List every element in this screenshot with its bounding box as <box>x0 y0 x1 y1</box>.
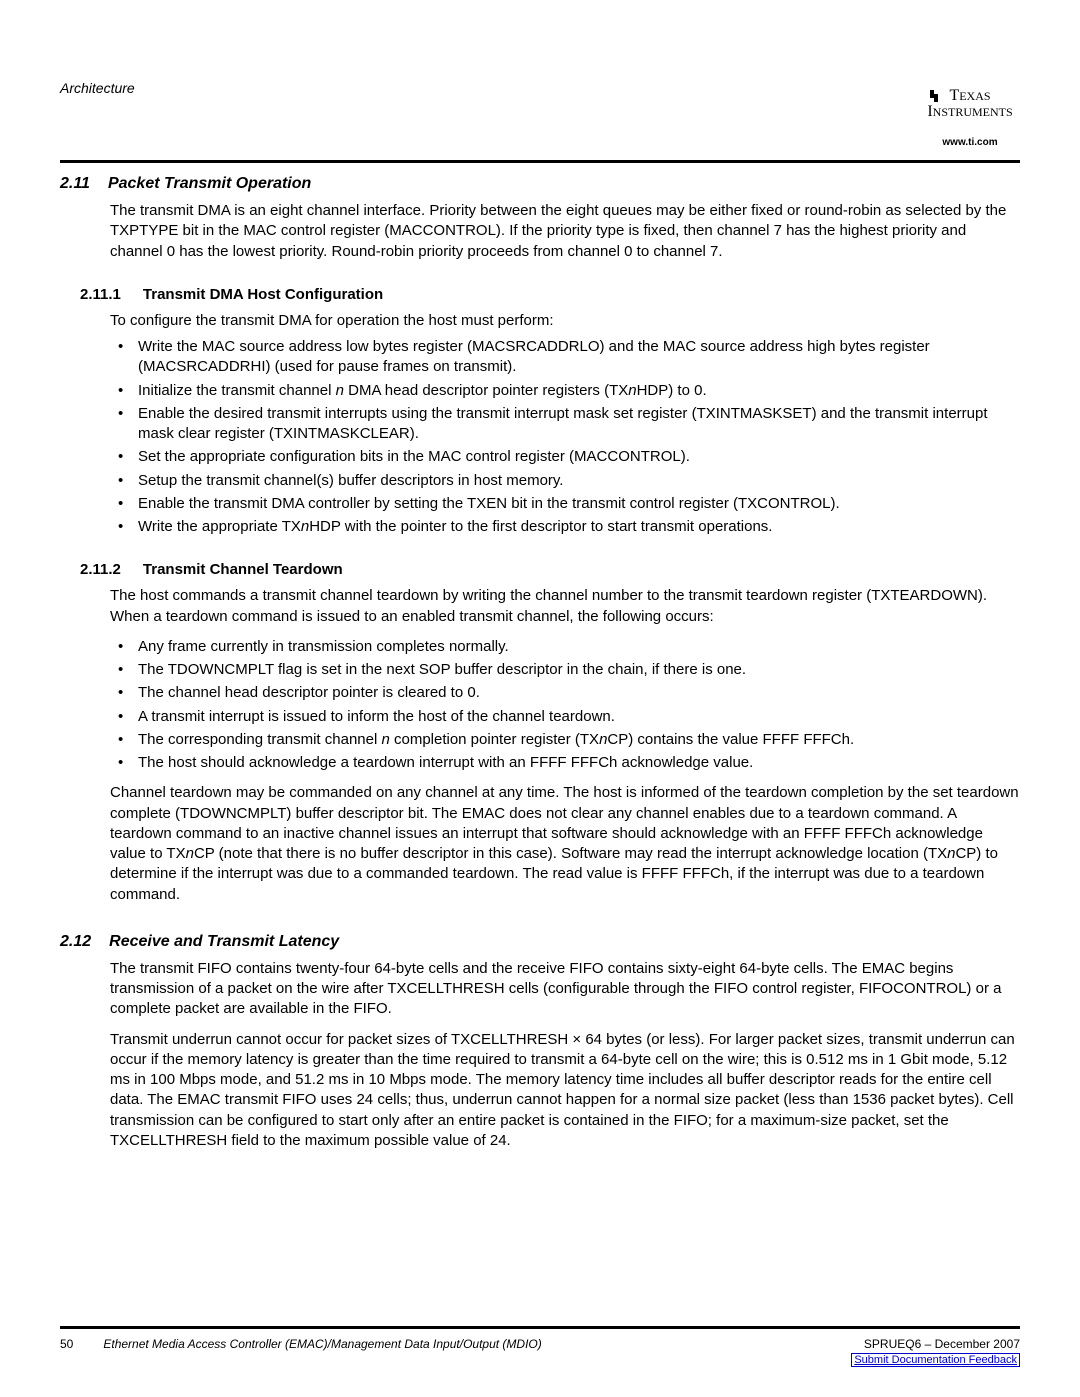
svg-text:INSTRUMENTS: INSTRUMENTS <box>927 103 1012 120</box>
subsection-title: Transmit DMA Host Configuration <box>143 286 383 303</box>
subsection-num: 2.11.1 <box>80 286 121 303</box>
logo-url: www.ti.com <box>920 137 1020 148</box>
page-footer: 50 Ethernet Media Access Controller (EMA… <box>60 1326 1020 1367</box>
s2111-list: Write the MAC source address low bytes r… <box>110 337 1020 537</box>
list-item: A transmit interrupt is issued to inform… <box>110 707 1020 727</box>
list-item: The host should acknowledge a teardown i… <box>110 753 1020 773</box>
page-number: 50 <box>60 1337 73 1367</box>
footer-rule <box>60 1326 1020 1329</box>
s212-p1: The transmit FIFO contains twenty-four 6… <box>110 959 1020 1020</box>
list-item: Any frame currently in transmission comp… <box>110 637 1020 657</box>
list-item: The corresponding transmit channel n com… <box>110 730 1020 750</box>
ti-logo-icon: TEXAS INSTRUMENTS <box>920 80 1020 130</box>
page-header: TEXAS INSTRUMENTS www.ti.com Architectur… <box>60 80 1020 160</box>
list-item: Enable the transmit DMA controller by se… <box>110 494 1020 514</box>
ti-logo: TEXAS INSTRUMENTS www.ti.com <box>920 80 1020 148</box>
s2112-list: Any frame currently in transmission comp… <box>110 637 1020 774</box>
section-title: Packet Transmit Operation <box>108 175 311 192</box>
list-item: Initialize the transmit channel n DMA he… <box>110 381 1020 401</box>
s211-p1: The transmit DMA is an eight channel int… <box>110 201 1020 262</box>
s2111-intro: To configure the transmit DMA for operat… <box>110 311 1020 331</box>
list-item: Setup the transmit channel(s) buffer des… <box>110 471 1020 491</box>
section-num: 2.12 <box>60 933 91 950</box>
list-item: The channel head descriptor pointer is c… <box>110 683 1020 703</box>
list-item: The TDOWNCMPLT flag is set in the next S… <box>110 660 1020 680</box>
svg-text:TEXAS: TEXAS <box>949 87 990 104</box>
section-2-11-1-heading: 2.11.1 Transmit DMA Host Configuration <box>60 286 1020 303</box>
section-title: Receive and Transmit Latency <box>109 933 339 950</box>
architecture-label: Architecture <box>60 80 1020 96</box>
list-item: Write the MAC source address low bytes r… <box>110 337 1020 378</box>
section-num: 2.11 <box>60 175 90 192</box>
doc-id: SPRUEQ6 – December 2007 <box>851 1337 1020 1351</box>
header-rule <box>60 160 1020 163</box>
feedback-link[interactable]: Submit Documentation Feedback <box>851 1353 1020 1367</box>
s212-p2: Transmit underrun cannot occur for packe… <box>110 1030 1020 1152</box>
footer-title: Ethernet Media Access Controller (EMAC)/… <box>103 1337 541 1367</box>
list-item: Set the appropriate configuration bits i… <box>110 447 1020 467</box>
list-item: Enable the desired transmit interrupts u… <box>110 404 1020 445</box>
s2112-p1: The host commands a transmit channel tea… <box>110 586 1020 627</box>
subsection-title: Transmit Channel Teardown <box>143 561 343 578</box>
section-2-11-heading: 2.11 Packet Transmit Operation <box>60 175 1020 193</box>
section-2-11-2-heading: 2.11.2 Transmit Channel Teardown <box>60 561 1020 578</box>
subsection-num: 2.11.2 <box>80 561 121 578</box>
s2112-p2: Channel teardown may be commanded on any… <box>110 783 1020 905</box>
section-2-12-heading: 2.12 Receive and Transmit Latency <box>60 933 1020 951</box>
list-item: Write the appropriate TXnHDP with the po… <box>110 517 1020 537</box>
